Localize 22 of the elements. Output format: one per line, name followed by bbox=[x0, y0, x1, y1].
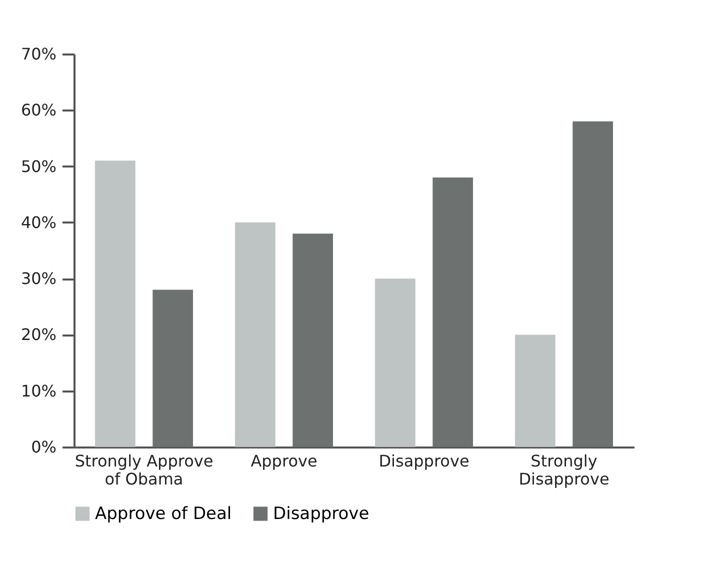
x-tick-label: Strongly Approve of Obama bbox=[74, 452, 214, 488]
legend-label: Approve of Deal bbox=[95, 504, 232, 524]
y-tick-label: 20% bbox=[20, 325, 56, 344]
y-tick-label: 60% bbox=[20, 100, 56, 120]
x-tick-label: Approve bbox=[250, 452, 318, 470]
y-tick-label: 0% bbox=[31, 438, 56, 456]
y-tick-label: 40% bbox=[20, 212, 56, 232]
bar bbox=[95, 160, 136, 447]
bar bbox=[375, 278, 416, 447]
bar bbox=[152, 290, 193, 447]
bar bbox=[292, 234, 333, 447]
bar bbox=[432, 178, 473, 447]
legend-label: Disapprove bbox=[273, 504, 370, 524]
y-tick-label: 30% bbox=[20, 269, 56, 288]
y-tick-label: 50% bbox=[20, 156, 56, 176]
x-tick-label: Strongly Disapprove bbox=[518, 452, 610, 488]
bar bbox=[235, 222, 276, 447]
x-tick-label: Disapprove bbox=[378, 452, 470, 470]
y-tick-label: 10% bbox=[20, 381, 56, 400]
y-tick-label: 70% bbox=[20, 44, 56, 64]
bar bbox=[515, 334, 556, 447]
bar bbox=[572, 121, 613, 447]
